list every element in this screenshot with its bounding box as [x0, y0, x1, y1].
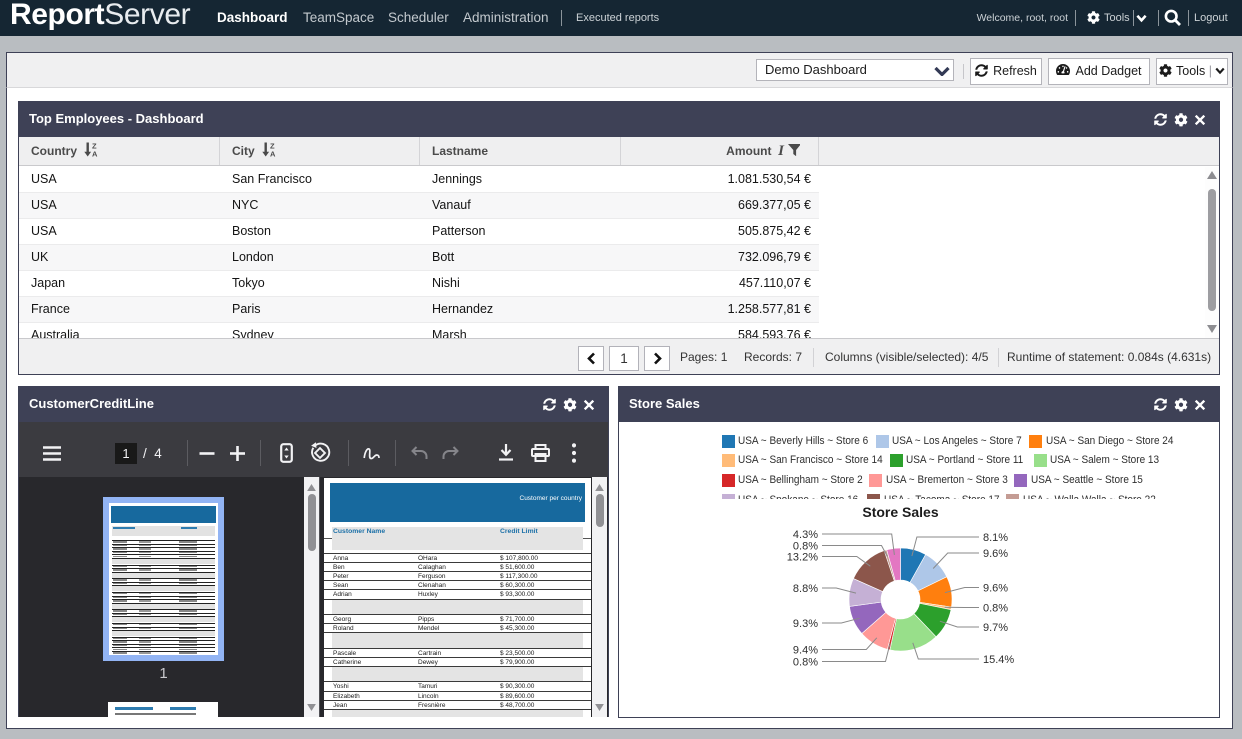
svg-text:0.8%: 0.8%: [793, 657, 818, 669]
svg-text:8.8%: 8.8%: [793, 583, 818, 595]
svg-text:A: A: [92, 150, 98, 158]
svg-text:15.4%: 15.4%: [983, 654, 1014, 666]
svg-text:13.2%: 13.2%: [787, 552, 818, 564]
svg-text:9.7%: 9.7%: [983, 622, 1008, 634]
svg-text:9.6%: 9.6%: [983, 548, 1008, 560]
svg-text:9.3%: 9.3%: [793, 618, 818, 630]
svg-text:8.1%: 8.1%: [983, 532, 1008, 544]
svg-text:9.4%: 9.4%: [793, 645, 818, 657]
svg-text:9.6%: 9.6%: [983, 583, 1008, 595]
svg-text:A: A: [270, 150, 276, 158]
svg-text:0.8%: 0.8%: [983, 603, 1008, 615]
svg-text:0.8%: 0.8%: [793, 541, 818, 553]
svg-text:4.3%: 4.3%: [793, 529, 818, 541]
svg-text:Z: Z: [92, 142, 97, 151]
svg-text:Z: Z: [270, 142, 275, 151]
